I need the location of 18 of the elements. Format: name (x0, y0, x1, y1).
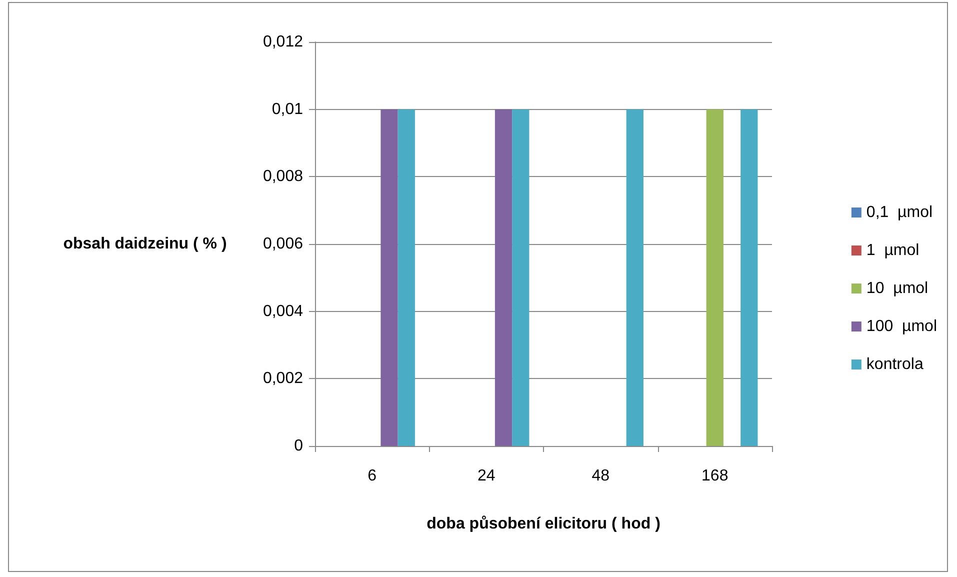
y-tick-label: 0,008 (262, 168, 304, 186)
x-tick-label: 24 (477, 468, 496, 484)
x-tick-label: 6 (368, 468, 377, 484)
legend-label: 0,1 µmol (866, 204, 933, 221)
y-tick-label: 0,012 (262, 34, 304, 50)
legend-label: 100 µmol (866, 318, 938, 335)
x-axis-title: doba působení elicitoru ( hod ) (426, 516, 660, 532)
legend-label: 10 µmol (866, 280, 928, 297)
x-tick-label: 168 (702, 468, 728, 484)
y-tick-label: 0,004 (262, 302, 304, 320)
y-tick-label: 0,01 (272, 100, 304, 118)
legend-label: 1 µmol (866, 242, 920, 259)
y-tick-label: 0,002 (262, 370, 304, 388)
x-tick-label: 48 (592, 468, 610, 484)
y-tick-label: 0 (294, 438, 304, 454)
y-axis-title: obsah daidzeinu ( % ) (63, 236, 227, 252)
y-tick-label: 0,006 (262, 236, 304, 252)
legend-label: kontrola (866, 356, 924, 373)
